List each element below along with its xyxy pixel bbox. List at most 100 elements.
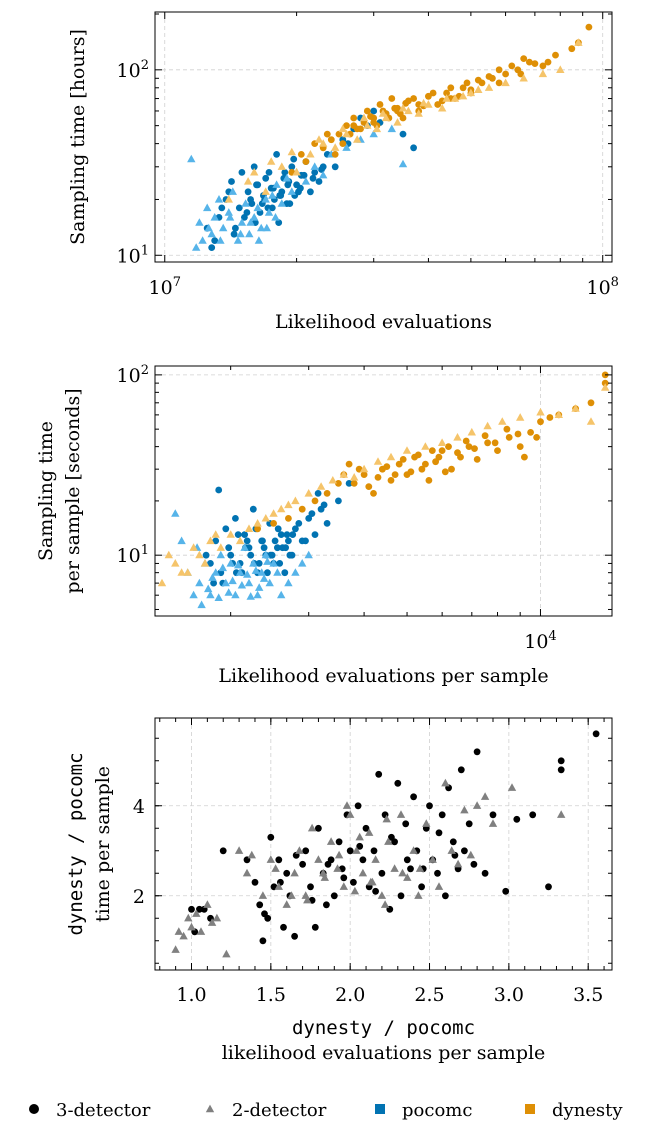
data-point xyxy=(207,229,216,238)
data-point xyxy=(435,829,443,837)
legend-marker-2-detector xyxy=(205,1104,215,1113)
data-point xyxy=(171,559,180,567)
data-point xyxy=(208,573,217,581)
data-point xyxy=(219,223,228,232)
data-point xyxy=(438,103,447,112)
data-point xyxy=(592,730,600,738)
x-tick-label-mantissa: 10 xyxy=(149,277,173,299)
data-point xyxy=(267,833,275,841)
data-point xyxy=(226,530,235,538)
data-point xyxy=(459,84,467,92)
data-point xyxy=(189,543,198,551)
data-point xyxy=(171,509,180,517)
data-point xyxy=(505,434,513,441)
data-point xyxy=(207,560,214,567)
data-point xyxy=(536,407,545,416)
data-point xyxy=(246,592,255,600)
data-point xyxy=(516,443,524,450)
data-point xyxy=(466,88,476,97)
data-point xyxy=(474,85,483,93)
data-point xyxy=(226,559,235,567)
data-point xyxy=(428,855,437,863)
data-point xyxy=(234,560,243,569)
data-point xyxy=(295,520,303,527)
data-point xyxy=(402,99,410,107)
data-point xyxy=(298,505,306,513)
data-point xyxy=(308,510,316,517)
legend-marker-3-detector xyxy=(29,1104,39,1114)
data-point xyxy=(302,537,309,545)
data-point xyxy=(295,846,304,854)
data-point xyxy=(244,578,254,587)
data-point xyxy=(441,778,450,787)
data-point xyxy=(437,438,447,446)
data-point xyxy=(375,770,383,778)
data-point xyxy=(309,174,317,182)
data-point xyxy=(259,937,267,945)
data-point xyxy=(323,520,331,527)
data-point xyxy=(224,208,233,216)
data-point xyxy=(586,417,596,425)
legend: 3-detector 2-detector pocomc dynesty xyxy=(29,1100,623,1121)
x-tick-label-mantissa: 10 xyxy=(586,277,610,299)
data-point xyxy=(339,470,348,478)
series-3-detector xyxy=(188,730,600,945)
data-point xyxy=(285,537,292,545)
data-point xyxy=(257,223,266,232)
data-point xyxy=(192,909,201,917)
x-tick-label: 108 xyxy=(586,275,618,299)
data-point xyxy=(269,509,278,517)
data-point xyxy=(250,163,258,171)
data-point xyxy=(388,95,396,102)
data-point xyxy=(288,163,296,171)
data-point xyxy=(174,927,183,935)
data-point xyxy=(368,877,377,886)
data-point xyxy=(409,846,418,854)
data-point xyxy=(335,130,343,138)
data-point xyxy=(374,474,382,481)
x-axis-label: Likelihood evaluations xyxy=(275,311,492,333)
data-point xyxy=(370,114,378,122)
data-point xyxy=(222,525,230,533)
data-point xyxy=(370,847,378,855)
data-point xyxy=(198,236,207,244)
data-point xyxy=(467,427,476,436)
x-tick-label: 3.5 xyxy=(573,984,603,1006)
data-point xyxy=(287,187,296,195)
data-point xyxy=(339,882,348,890)
data-point xyxy=(377,891,387,899)
data-point xyxy=(254,525,261,533)
data-point xyxy=(283,531,291,538)
plot-frame xyxy=(154,11,613,263)
y-tick-label-mantissa: 10 xyxy=(117,60,141,82)
data-point xyxy=(414,451,422,459)
data-point xyxy=(402,820,410,828)
data-point xyxy=(470,860,478,868)
data-point xyxy=(282,544,289,552)
data-point xyxy=(282,900,291,908)
data-point xyxy=(320,501,328,509)
data-point xyxy=(381,113,391,122)
data-point xyxy=(251,878,259,886)
data-point xyxy=(222,949,231,958)
data-point xyxy=(301,891,310,899)
data-point xyxy=(350,878,357,886)
data-point xyxy=(398,159,408,168)
data-point xyxy=(601,383,610,391)
data-point xyxy=(498,417,507,425)
data-point xyxy=(250,213,259,221)
panel-ratio: 1.0 1.5 2.0 2.5 3.0 3.5 2 4 dynesty / pocomc like… xyxy=(65,717,613,1064)
data-point xyxy=(204,223,213,232)
data-point xyxy=(277,504,286,513)
series-pocomc-2-detector xyxy=(171,509,313,609)
x-tick-label: 1.0 xyxy=(176,984,206,1006)
data-point xyxy=(324,860,332,868)
data-point xyxy=(277,192,285,199)
data-point xyxy=(303,895,312,904)
data-point xyxy=(287,891,296,899)
data-point xyxy=(285,515,292,522)
data-point xyxy=(270,520,277,527)
data-point xyxy=(195,578,204,587)
data-point xyxy=(425,477,433,484)
data-point xyxy=(292,167,301,176)
